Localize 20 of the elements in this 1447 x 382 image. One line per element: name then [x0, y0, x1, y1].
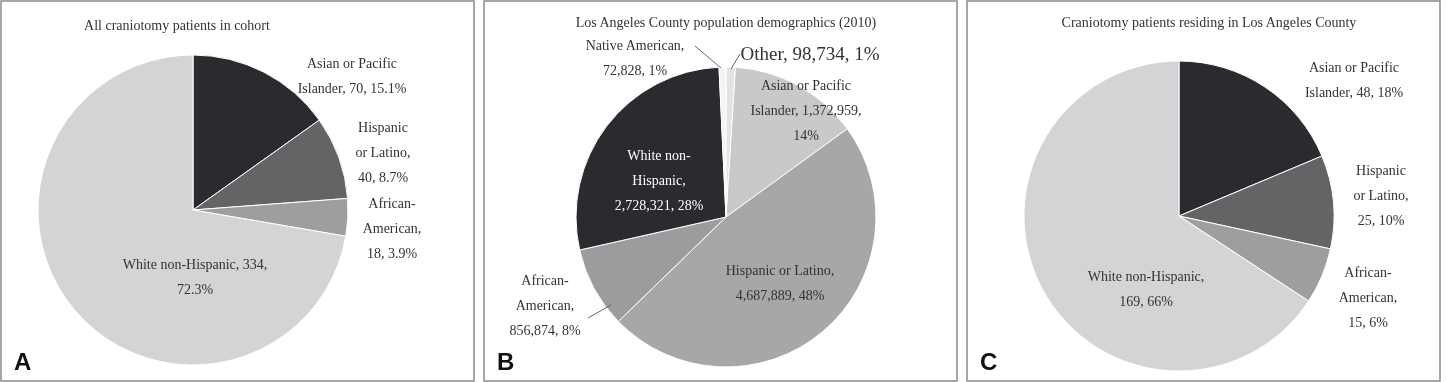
slice-label: Hispanic or Latino, 40, 8.7% — [355, 120, 411, 185]
slice-label: White non-Hispanic, 2,728,321, 28% — [614, 148, 704, 213]
text: A — [14, 348, 32, 375]
text: B — [497, 348, 515, 375]
slice-label: White non-Hispanic, 334, 72.3% — [122, 257, 268, 297]
slice-label: White non-Hispanic, 169, 66% — [1087, 269, 1205, 309]
chart-title: Craniotomy patients residing in Los Angeles County — [1061, 15, 1357, 30]
slice-label: African-American, 18, 3.9% — [362, 196, 422, 261]
slice-label: Asian or Pacific Islander, 70, 15.1% — [297, 56, 407, 96]
slice-label: Asian or Pacific Islander, 1,372,959, 14% — [750, 78, 862, 143]
slice-label: Native American, 72,828, 1% — [585, 38, 685, 78]
slice-label: African-American, 15, 6% — [1338, 265, 1398, 330]
chart-title: All craniotomy patients in cohort — [84, 18, 271, 33]
slice-label: Other, 98,734, 1% — [740, 43, 880, 64]
slice-label: African-American, 856,874, 8% — [509, 273, 581, 338]
text: C — [980, 348, 998, 375]
slice-label: Hispanic or Latino, 4,687,889, 48% — [725, 263, 835, 303]
chart-title: Los Angeles County population demographics (2010) — [575, 15, 877, 31]
slice-label: Asian or Pacific Islander, 48, 18% — [1304, 60, 1404, 100]
slice-label: Hispanic or Latino, 25, 10% — [1353, 163, 1409, 228]
